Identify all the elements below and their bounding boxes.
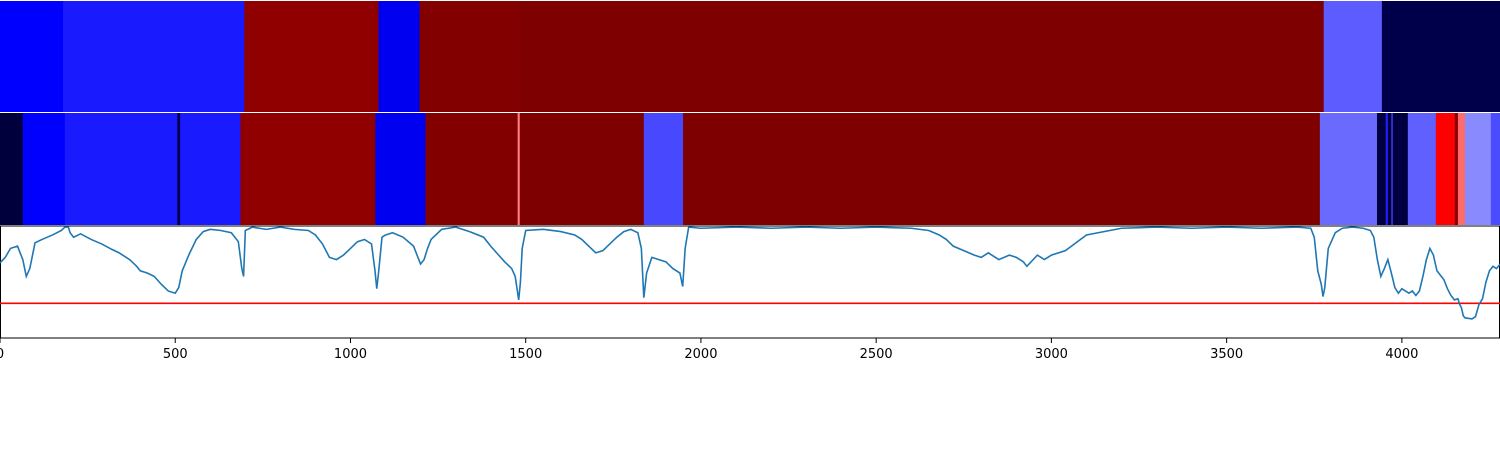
heatmap-segment [1387,113,1392,225]
heatmap-track-middle [0,113,1500,225]
heatmap-segment [1457,113,1466,225]
x-tick-label: 1500 [509,347,542,362]
heatmap-segment [64,113,178,225]
heatmap-segment [240,113,376,225]
x-tick-label: 0 [0,347,4,362]
heatmap-segment [1319,113,1378,225]
heatmap-segment [518,1,1325,112]
heatmap-segment [1464,113,1492,225]
x-axis: 0 500 1000 1500 2000 2500 3000 3500 4000 [0,338,1418,362]
heatmap-segment [1407,113,1437,225]
heatmap-segment [378,1,420,112]
heatmap-segment [1376,113,1387,225]
heatmap-segment [177,113,181,225]
line-plot-panel [0,225,1500,339]
heatmap-segment [180,113,241,225]
heatmap-segment [63,1,245,112]
heatmap-track-top [0,1,1500,112]
heatmap-segment [1435,113,1456,225]
heatmap-segment [244,1,379,112]
x-tick-label: 1000 [334,347,367,362]
x-tick-label: 2500 [860,347,893,362]
heatmap-segment [1454,113,1459,225]
heatmap-segment [375,113,426,225]
x-tick-label: 3500 [1210,347,1243,362]
heatmap-segment [683,113,1321,225]
heatmap-segment [1323,1,1383,112]
x-tick-label: 2000 [684,347,717,362]
heatmap-segment [419,1,520,112]
heatmap-segment [425,113,519,225]
series-line [0,226,1500,320]
heatmap-segment [517,113,521,225]
heatmap-segment [0,1,64,112]
heatmap-segment [643,113,684,225]
line-plot-frame [0,225,1500,339]
heatmap-segment [1391,113,1394,225]
heatmap-segment [1385,113,1389,225]
x-tick-label: 3000 [1035,347,1068,362]
heatmap-segment [1392,113,1409,225]
heatmap-segment [22,113,66,225]
x-tick-label: 4000 [1385,347,1418,362]
x-tick-label: 500 [163,347,188,362]
heatmap-segment [1490,113,1500,225]
heatmap-segment [519,113,645,225]
heatmap-segment [0,113,24,225]
heatmap-segment [1381,1,1500,112]
